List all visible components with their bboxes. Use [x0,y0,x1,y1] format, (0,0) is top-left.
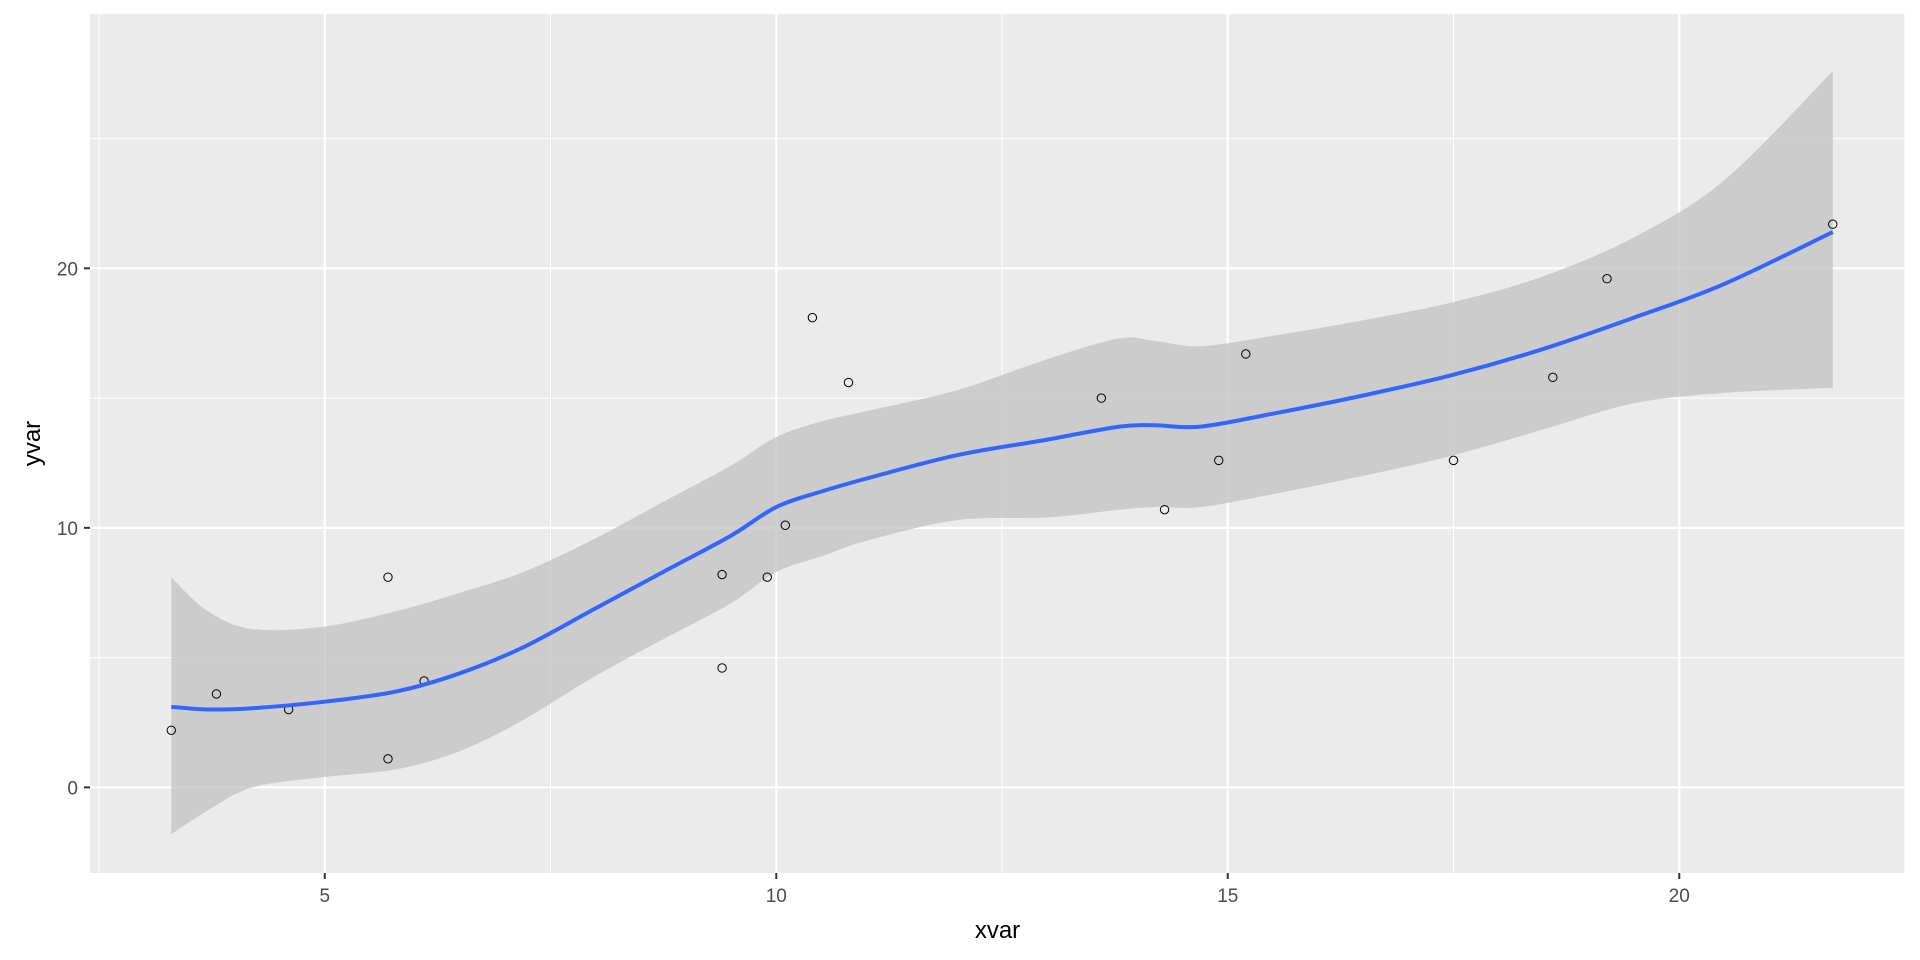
data-point [780,520,790,530]
data-point [1602,274,1612,284]
data-point [1448,455,1459,466]
data-point [383,754,393,764]
y-axis-title: yvar [19,421,46,466]
data-point [1828,219,1838,229]
x-tick-label: 10 [766,886,787,907]
data-point [1096,393,1107,403]
data-points [166,219,1838,764]
x-axis-title: xvar [975,917,1020,944]
data-point [211,689,222,699]
data-point [1159,504,1170,515]
y-tick-label: 0 [67,778,78,799]
data-point [383,572,393,582]
data-point [166,725,176,735]
data-point [1241,349,1251,359]
y-tick-label: 20 [57,259,78,280]
smooth-line [171,230,1834,712]
data-point [717,569,727,580]
data-point [717,663,727,673]
x-tick-label: 15 [1217,886,1238,907]
data-point [807,312,818,323]
y-tick-label: 10 [57,519,78,540]
x-tick-labels: 5 10 15 20 [319,886,1689,907]
data-point [762,572,772,582]
confidence-ribbon [171,71,1833,835]
data-point [1214,455,1224,466]
data-point [843,377,854,388]
axis-ticks [84,267,1681,879]
x-tick-label: 5 [319,886,330,907]
y-tick-labels: 0 10 20 [57,259,78,799]
x-tick-label: 20 [1669,886,1690,907]
data-point [1548,372,1558,383]
